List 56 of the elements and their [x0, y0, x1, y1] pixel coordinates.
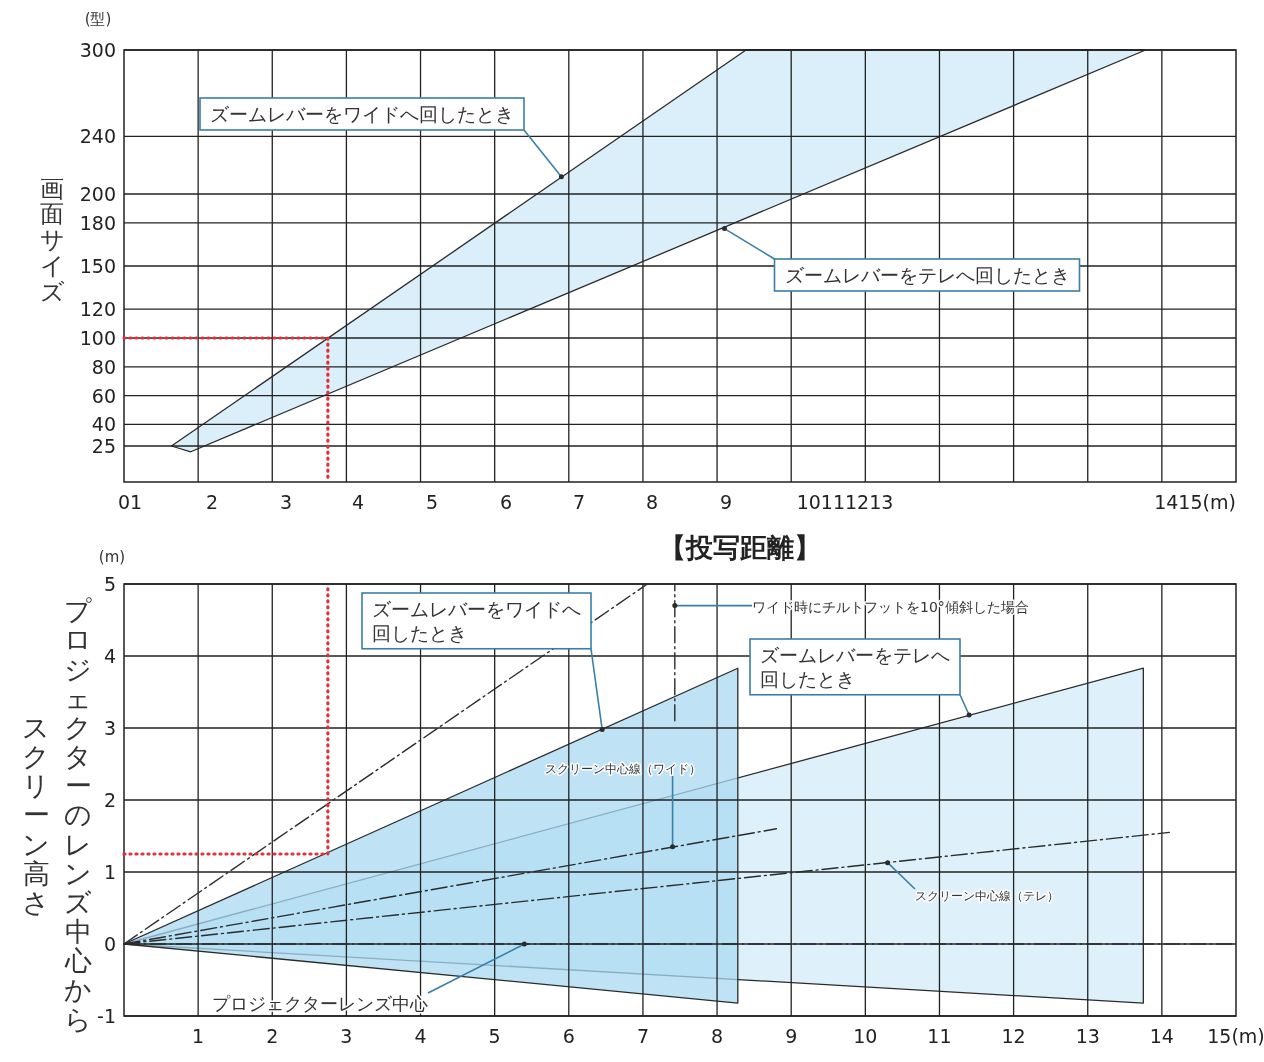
y-tick-label: 80: [91, 355, 116, 378]
x-tick-label: 7: [636, 1025, 649, 1047]
text: 6: [499, 491, 513, 513]
y-tick-label: 240: [79, 125, 116, 148]
x-tick-label: 2: [266, 1025, 279, 1047]
x-tick-label: 13: [1075, 1025, 1100, 1047]
annotation: ズームレバーをワイドへ回したとき: [372, 598, 581, 644]
y-tick-label: 100: [79, 327, 116, 349]
x-tick-label: 9: [785, 1025, 798, 1047]
x-tick-label: 3: [340, 1025, 353, 1047]
text: 2: [205, 491, 219, 513]
y-tick-label: 3: [103, 717, 116, 739]
y-tick-label: 60: [91, 384, 116, 407]
text: プロジェクターのレンズ中心から: [64, 595, 92, 1035]
annotation: スクリーン中心線（ワイド）: [545, 762, 701, 776]
text: 8: [645, 491, 659, 513]
text: 4: [351, 491, 365, 513]
annotation: ズームレバーをワイドへ回したとき: [210, 103, 514, 125]
x-tick-label: 8: [711, 1025, 724, 1047]
y-tick-label: 25: [91, 435, 116, 457]
y-tick-label: 120: [79, 298, 116, 321]
text: 3: [279, 491, 293, 513]
y-tick-label: 150: [79, 255, 116, 277]
y-tick-label: 5: [103, 573, 116, 595]
text: 01: [117, 491, 143, 513]
y-tick-label: 300: [79, 39, 116, 61]
text: 7: [572, 491, 586, 513]
annotation: ズームレバーをテレへ回したとき: [760, 644, 950, 690]
y-tick-label: 1: [103, 861, 116, 883]
x-tick-label: 5: [488, 1025, 501, 1047]
x-tick-label: 4: [414, 1025, 427, 1047]
x-tick-label: 11: [927, 1025, 952, 1047]
x-tick-label: 15(m): [1207, 1025, 1264, 1047]
text: 10111213: [796, 491, 894, 513]
x-tick-label: 6: [562, 1025, 575, 1047]
text: 5: [425, 491, 439, 513]
text: (m): [98, 548, 126, 566]
y-tick-label: 40: [91, 413, 116, 436]
x-tick-label: 1: [192, 1025, 205, 1047]
y-tick-label: -1: [97, 1005, 116, 1027]
x-tick-label: 14: [1149, 1025, 1174, 1047]
annotation: ズームレバーをテレへ回したとき: [784, 264, 1070, 286]
text: 9: [719, 491, 733, 513]
y-tick-label: 180: [79, 211, 116, 234]
x-tick-label: 10: [853, 1025, 878, 1047]
y-axis-title: 画面サイズ: [39, 174, 65, 307]
y-tick-label: 0: [103, 933, 116, 955]
x-tick-label: 12: [1001, 1025, 1026, 1047]
annotation: スクリーン中心線（テレ）: [915, 889, 1059, 903]
y-tick-label: 2: [103, 789, 116, 811]
y-tick-label: 200: [79, 183, 116, 205]
text: (型): [84, 10, 112, 28]
y-tick-label: 4: [103, 645, 116, 667]
text: スクリーン高さ: [22, 711, 50, 918]
x-axis-title: 【投写距離】: [659, 532, 821, 563]
text: 1415(m): [1154, 491, 1236, 513]
